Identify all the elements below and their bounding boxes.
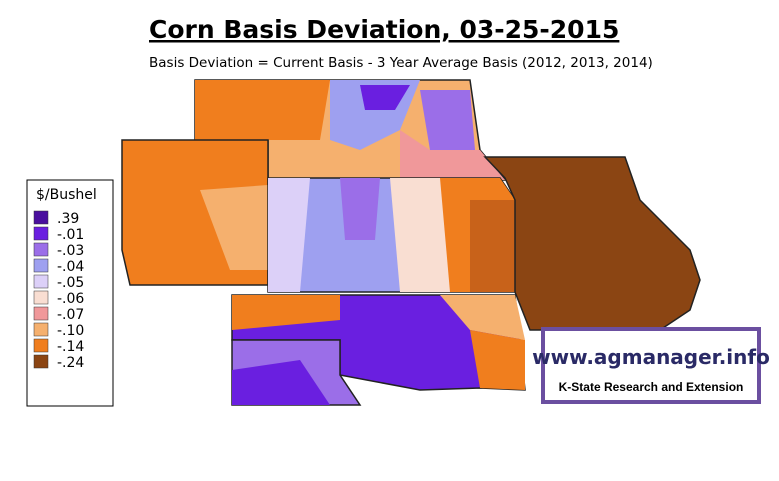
legend-label: .39: [57, 211, 79, 227]
legend-swatch: [33, 242, 49, 257]
state-missouri: [483, 156, 701, 331]
legend-label: -.14: [57, 339, 84, 355]
logo-org: K-State Research and Extension: [559, 380, 744, 394]
legend-label: -.05: [57, 275, 84, 291]
legend-label: -.24: [57, 355, 84, 371]
legend-label: -.04: [57, 259, 84, 275]
region-texas-panhandle: [231, 339, 362, 406]
legend-swatch: [33, 322, 49, 337]
legend-swatch: [33, 290, 49, 305]
legend-label: -.01: [57, 227, 84, 243]
legend-label: -.10: [57, 323, 84, 339]
legend-label: -.03: [57, 243, 84, 259]
title: Corn Basis Deviation, 03-25-2015: [149, 15, 619, 44]
legend-swatch: [33, 354, 49, 369]
legend-swatch: [33, 306, 49, 321]
legend-title: $/Bushel: [36, 187, 97, 203]
logo-site: www.agmanager.info: [532, 345, 770, 369]
legend-swatch: [33, 274, 49, 289]
state-colorado: [121, 139, 269, 286]
legend-swatch: [33, 226, 49, 241]
legend-swatch: [33, 210, 49, 225]
legend-items: .39-.01-.03-.04-.05-.06-.07-.10-.14-.24: [33, 210, 84, 371]
legend-label: -.07: [57, 307, 84, 323]
legend-swatch: [33, 338, 49, 353]
logo-box: [541, 327, 761, 404]
legend-label: -.06: [57, 291, 84, 307]
legend-swatch: [33, 258, 49, 273]
subtitle: Basis Deviation = Current Basis - 3 Year…: [149, 55, 653, 71]
state-kansas: [267, 177, 516, 293]
